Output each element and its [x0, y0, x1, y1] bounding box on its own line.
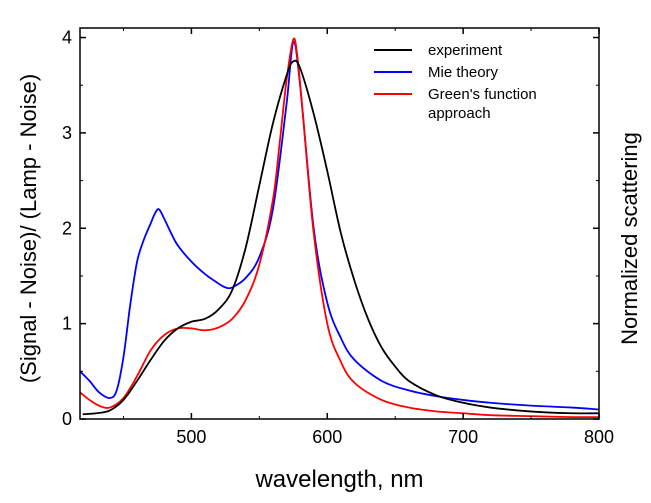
x-axis-title: wavelength, nm	[254, 466, 423, 493]
series-lines	[80, 37, 599, 419]
series-line-experiment	[82, 59, 599, 416]
axis-ticks: 500 600 700 800 0 1 2 3 4	[62, 28, 614, 447]
legend-label: Green's function	[428, 86, 537, 103]
plot-frame	[79, 27, 600, 420]
x-tick-label: 700	[448, 427, 478, 447]
legend-label: Mie theory	[428, 64, 499, 81]
legend-label: experiment	[428, 42, 503, 59]
legend: experiment Mie theory Green's function app…	[374, 42, 537, 122]
y-tick-label: 4	[62, 28, 72, 48]
x-tick-label: 500	[176, 427, 206, 447]
y-axis-title-right: Normalized scattering	[617, 132, 642, 345]
y-tick-label: 1	[62, 314, 72, 334]
y-tick-label: 3	[62, 123, 72, 143]
x-tick-label: 800	[584, 427, 614, 447]
y-axis-title: (Signal - Noise)/ (Lamp - Noise)	[16, 74, 41, 383]
y-tick-label: 2	[62, 218, 72, 238]
series-line-green-s-function	[80, 37, 599, 419]
y-tick-label: 0	[62, 409, 72, 429]
series-line-mie-theory	[80, 41, 599, 411]
legend-label: approach	[428, 105, 491, 122]
x-tick-label: 600	[312, 427, 342, 447]
